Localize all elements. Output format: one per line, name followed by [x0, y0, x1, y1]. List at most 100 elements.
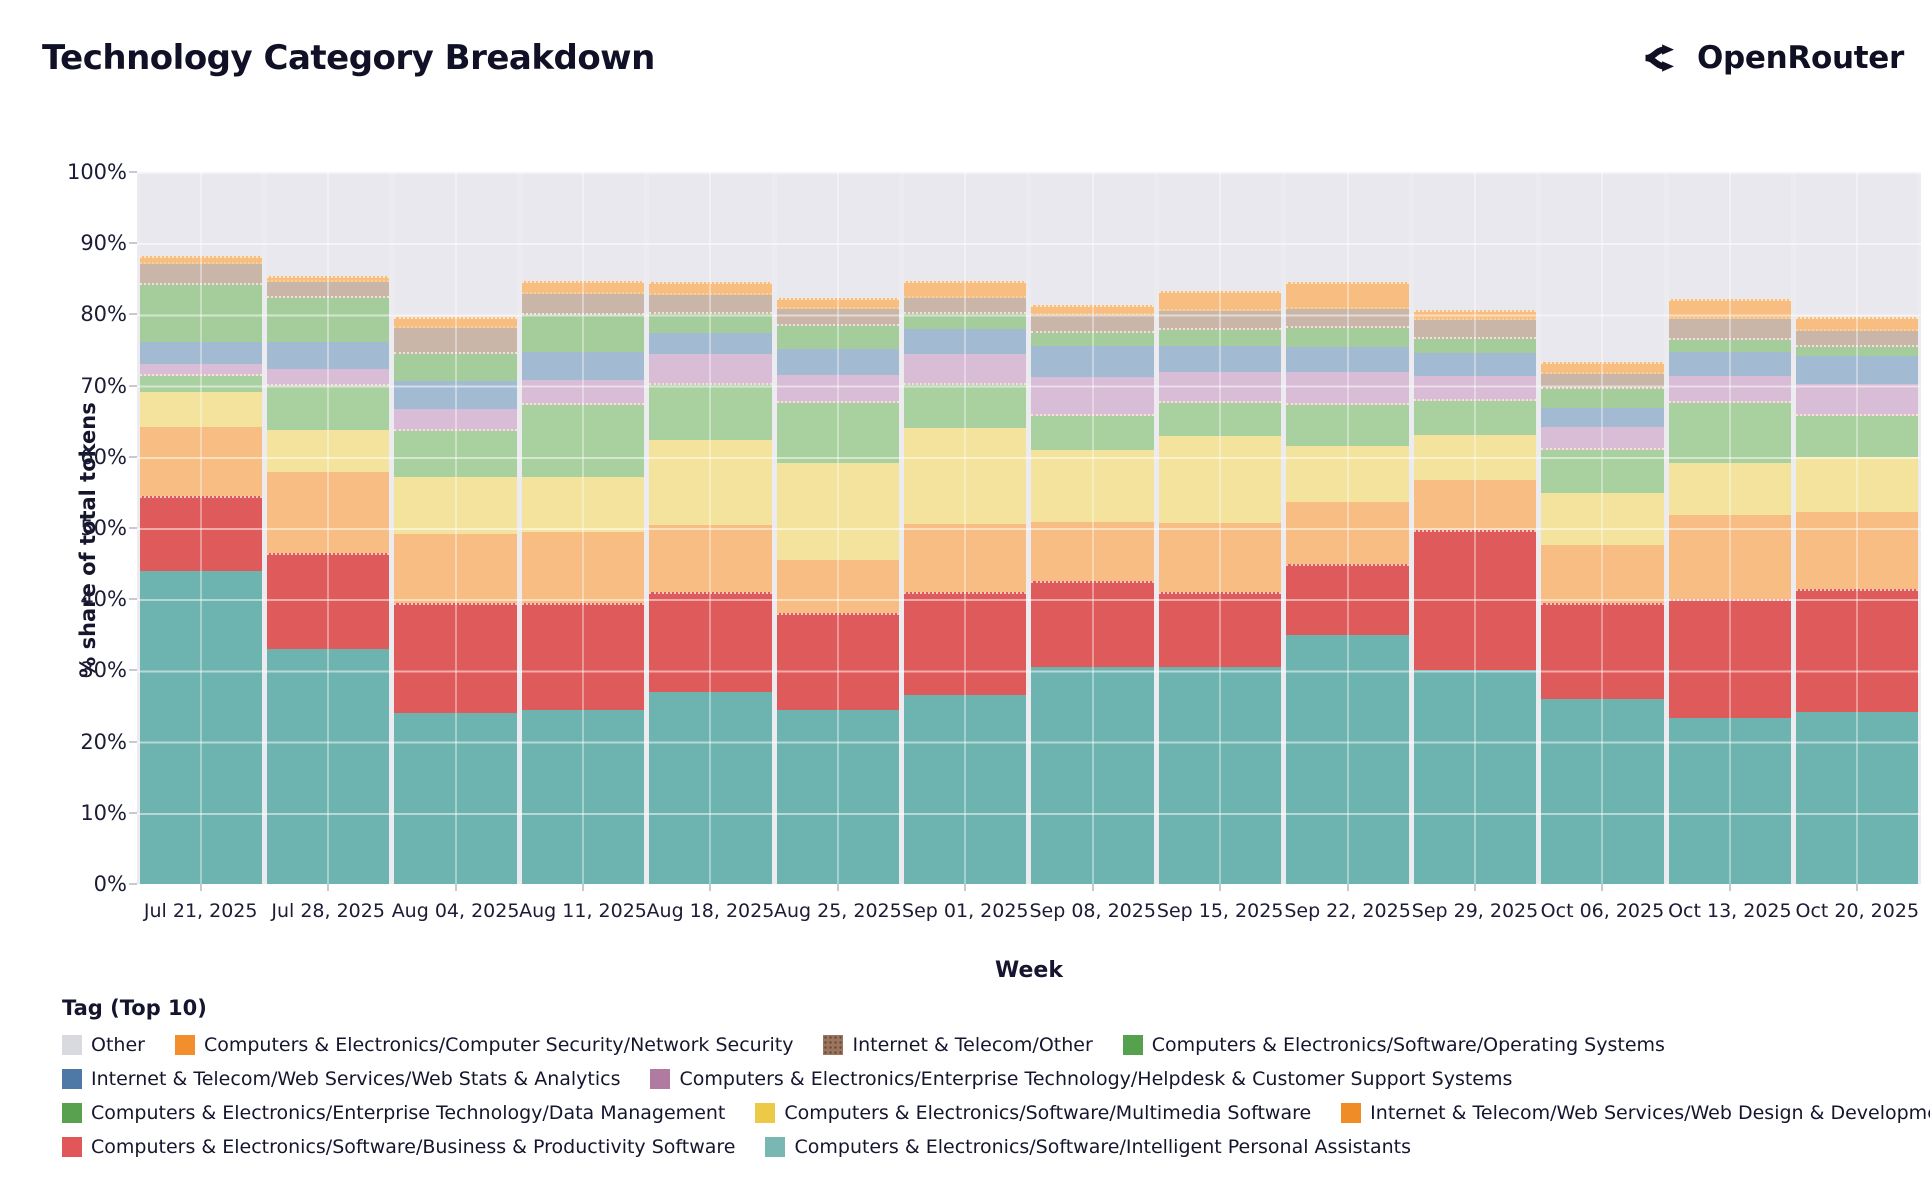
segment-ipa[interactable] [1158, 666, 1282, 884]
segment-wdd[interactable] [1286, 501, 1409, 564]
segment-ns[interactable] [1031, 304, 1154, 316]
segment-ws[interactable] [649, 332, 772, 355]
segment-bps[interactable] [1795, 589, 1919, 712]
segment-ito[interactable] [1031, 315, 1154, 333]
segment-ipa[interactable] [1031, 666, 1154, 884]
segment-other[interactable] [1541, 172, 1664, 363]
segment-hd[interactable] [1541, 426, 1664, 450]
segment-os[interactable] [1031, 332, 1154, 347]
segment-other[interactable] [266, 172, 390, 277]
segment-bps[interactable] [521, 602, 645, 710]
segment-other[interactable] [776, 172, 900, 299]
segment-other[interactable] [1795, 172, 1919, 317]
segment-ipa[interactable] [649, 691, 772, 884]
segment-mm[interactable] [521, 476, 645, 532]
segment-os[interactable] [394, 353, 517, 382]
segment-mm[interactable] [1541, 493, 1664, 546]
segment-hd[interactable] [521, 379, 645, 405]
segment-hd[interactable] [1795, 383, 1919, 416]
segment-other[interactable] [1031, 172, 1154, 305]
segment-bps[interactable] [1668, 599, 1791, 719]
segment-ito[interactable] [139, 263, 262, 285]
segment-os[interactable] [139, 284, 262, 343]
segment-dm[interactable] [521, 404, 645, 477]
segment-mm[interactable] [394, 476, 517, 534]
segment-ipa[interactable] [521, 709, 645, 884]
segment-mm[interactable] [1795, 456, 1919, 512]
segment-wdd[interactable] [266, 472, 390, 553]
segment-dm[interactable] [1541, 449, 1664, 494]
segment-os[interactable] [776, 325, 900, 350]
segment-wdd[interactable] [139, 426, 262, 496]
segment-mm[interactable] [1286, 446, 1409, 502]
segment-wdd[interactable] [1541, 545, 1664, 603]
segment-ito[interactable] [904, 298, 1027, 314]
segment-wdd[interactable] [1413, 479, 1537, 531]
legend-item-bps[interactable]: Computers & Electronics/Software/Busines… [62, 1136, 735, 1158]
segment-ws[interactable] [1668, 352, 1791, 377]
segment-ns[interactable] [139, 256, 262, 264]
segment-dm[interactable] [776, 402, 900, 464]
segment-ito[interactable] [266, 281, 390, 299]
segment-ws[interactable] [904, 329, 1027, 354]
segment-ns[interactable] [1413, 310, 1537, 321]
segment-ipa[interactable] [266, 649, 390, 884]
legend-item-ipa[interactable]: Computers & Electronics/Software/Intelli… [765, 1136, 1411, 1158]
legend-item-hd[interactable]: Computers & Electronics/Enterprise Techn… [650, 1068, 1512, 1090]
segment-ipa[interactable] [776, 709, 900, 884]
segment-ws[interactable] [1795, 355, 1919, 384]
segment-mm[interactable] [139, 392, 262, 427]
segment-ns[interactable] [1158, 290, 1282, 311]
segment-wdd[interactable] [904, 523, 1027, 593]
legend-item-wdd[interactable]: Internet & Telecom/Web Services/Web Desi… [1341, 1102, 1930, 1124]
segment-bps[interactable] [649, 592, 772, 692]
segment-other[interactable] [1413, 172, 1537, 311]
segment-ws[interactable] [776, 349, 900, 375]
segment-hd[interactable] [139, 364, 262, 377]
segment-ipa[interactable] [1668, 718, 1791, 884]
segment-hd[interactable] [1031, 377, 1154, 417]
segment-bps[interactable] [776, 613, 900, 710]
segment-dm[interactable] [1668, 402, 1791, 464]
segment-other[interactable] [1158, 172, 1282, 291]
segment-ito[interactable] [776, 308, 900, 326]
segment-other[interactable] [1286, 172, 1409, 283]
segment-os[interactable] [1668, 340, 1791, 353]
segment-other[interactable] [904, 172, 1027, 282]
segment-other[interactable] [139, 172, 262, 257]
segment-dm[interactable] [1031, 416, 1154, 450]
legend-item-dm[interactable]: Computers & Electronics/Enterprise Techn… [62, 1102, 725, 1124]
segment-hd[interactable] [1668, 376, 1791, 403]
segment-hd[interactable] [649, 354, 772, 385]
segment-other[interactable] [394, 172, 517, 317]
segment-ws[interactable] [1541, 407, 1664, 427]
segment-ipa[interactable] [1286, 634, 1409, 884]
segment-wdd[interactable] [394, 533, 517, 603]
segment-hd[interactable] [266, 369, 390, 386]
segment-os[interactable] [1541, 389, 1664, 408]
segment-ns[interactable] [521, 281, 645, 294]
segment-wdd[interactable] [1795, 511, 1919, 590]
segment-ito[interactable] [1795, 330, 1919, 348]
segment-os[interactable] [1413, 339, 1537, 353]
segment-ipa[interactable] [904, 695, 1027, 884]
segment-other[interactable] [521, 172, 645, 281]
segment-dm[interactable] [1158, 402, 1282, 437]
segment-ns[interactable] [776, 298, 900, 309]
legend-item-other[interactable]: Other [62, 1034, 145, 1056]
segment-other[interactable] [649, 172, 772, 282]
segment-hd[interactable] [1158, 372, 1282, 403]
segment-ito[interactable] [1668, 318, 1791, 341]
segment-ns[interactable] [1668, 298, 1791, 319]
segment-wdd[interactable] [1668, 515, 1791, 600]
segment-bps[interactable] [139, 495, 262, 571]
segment-os[interactable] [904, 313, 1027, 330]
segment-hd[interactable] [1286, 372, 1409, 405]
segment-ws[interactable] [139, 342, 262, 365]
segment-ws[interactable] [1413, 352, 1537, 376]
segment-other[interactable] [1668, 172, 1791, 299]
segment-bps[interactable] [1413, 530, 1537, 671]
segment-bps[interactable] [1158, 592, 1282, 667]
segment-ws[interactable] [1286, 346, 1409, 373]
segment-hd[interactable] [904, 353, 1027, 385]
